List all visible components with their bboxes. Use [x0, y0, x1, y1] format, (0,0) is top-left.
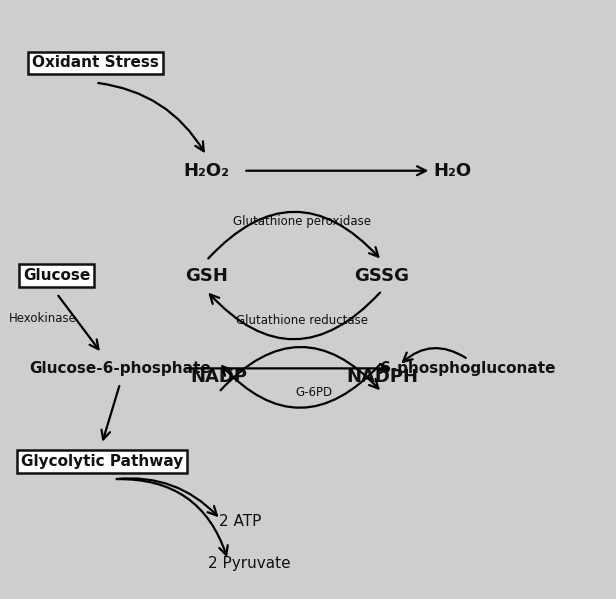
Text: Hexokinase: Hexokinase: [9, 312, 77, 325]
Text: 2 Pyruvate: 2 Pyruvate: [208, 555, 291, 571]
Text: H₂O: H₂O: [434, 162, 472, 180]
Text: Glycolytic Pathway: Glycolytic Pathway: [20, 453, 183, 469]
Text: Glutathione reductase: Glutathione reductase: [236, 314, 368, 327]
Text: G-6PD: G-6PD: [296, 386, 333, 399]
Text: H₂O₂: H₂O₂: [184, 162, 229, 180]
Text: NADP: NADP: [190, 368, 247, 386]
Text: 2 ATP: 2 ATP: [219, 513, 261, 529]
Text: 6-phosphogluconate: 6-phosphogluconate: [381, 361, 556, 376]
Text: Glucose-6-phosphate: Glucose-6-phosphate: [29, 361, 211, 376]
Text: Glutathione peroxidase: Glutathione peroxidase: [233, 215, 371, 228]
Text: NADPH: NADPH: [346, 368, 418, 386]
Text: GSH: GSH: [185, 267, 228, 285]
Text: Glucose: Glucose: [23, 268, 91, 283]
Text: GSSG: GSSG: [354, 267, 410, 285]
Text: Oxidant Stress: Oxidant Stress: [32, 55, 159, 71]
